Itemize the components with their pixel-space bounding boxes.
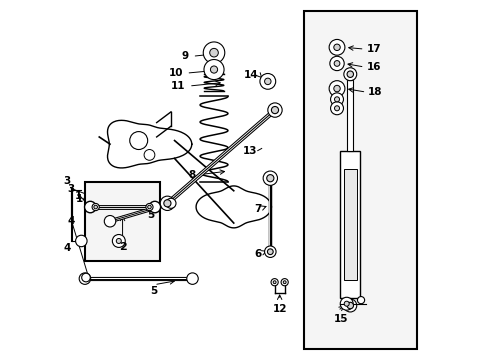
Circle shape <box>328 40 344 55</box>
Circle shape <box>209 48 218 57</box>
Circle shape <box>281 279 287 286</box>
Text: 10: 10 <box>168 68 183 78</box>
Circle shape <box>264 246 276 257</box>
Circle shape <box>330 93 343 106</box>
Text: 7: 7 <box>254 204 261 214</box>
Text: 18: 18 <box>367 87 382 97</box>
Circle shape <box>343 299 356 312</box>
Text: 1: 1 <box>75 191 82 201</box>
Text: 15: 15 <box>333 315 348 324</box>
Circle shape <box>329 56 344 71</box>
Circle shape <box>94 205 97 209</box>
Circle shape <box>112 234 125 247</box>
Circle shape <box>149 201 160 213</box>
Circle shape <box>165 198 176 208</box>
Text: 1: 1 <box>76 194 83 204</box>
Circle shape <box>186 273 198 284</box>
Circle shape <box>344 301 348 306</box>
Circle shape <box>333 60 339 66</box>
Text: 12: 12 <box>272 304 286 314</box>
Bar <box>303 12 416 348</box>
Circle shape <box>203 59 224 80</box>
Text: 5: 5 <box>150 286 158 296</box>
Bar <box>340 151 360 298</box>
Circle shape <box>84 201 96 213</box>
Text: 17: 17 <box>366 44 380 54</box>
Text: 3: 3 <box>63 176 71 186</box>
Circle shape <box>145 203 153 211</box>
Circle shape <box>346 302 353 309</box>
Text: 6: 6 <box>254 248 261 258</box>
Circle shape <box>263 171 277 185</box>
Circle shape <box>260 73 275 89</box>
Circle shape <box>116 238 121 243</box>
Circle shape <box>266 175 273 182</box>
Circle shape <box>79 273 90 284</box>
Text: 9: 9 <box>182 51 188 61</box>
Circle shape <box>104 216 116 227</box>
Circle shape <box>144 149 155 160</box>
Circle shape <box>160 196 174 211</box>
Circle shape <box>334 106 339 111</box>
Bar <box>85 182 160 261</box>
Circle shape <box>343 68 356 81</box>
Bar <box>346 80 352 151</box>
Circle shape <box>267 249 273 255</box>
Text: 8: 8 <box>188 170 196 180</box>
Circle shape <box>271 107 278 114</box>
Text: 14: 14 <box>244 70 258 80</box>
Circle shape <box>264 78 270 85</box>
Circle shape <box>273 281 276 284</box>
Circle shape <box>334 97 339 102</box>
Circle shape <box>346 71 353 77</box>
Circle shape <box>203 42 224 63</box>
Text: 11: 11 <box>170 81 185 91</box>
Circle shape <box>270 279 278 286</box>
Text: 4: 4 <box>63 243 71 253</box>
Circle shape <box>330 102 343 115</box>
Text: 5: 5 <box>146 210 154 220</box>
Circle shape <box>333 85 340 92</box>
Text: 13: 13 <box>242 145 257 156</box>
Circle shape <box>129 132 147 149</box>
Circle shape <box>283 281 285 284</box>
Circle shape <box>328 81 344 96</box>
Circle shape <box>267 103 282 117</box>
Circle shape <box>163 200 171 207</box>
Text: 4: 4 <box>67 216 75 226</box>
Text: 16: 16 <box>366 62 380 72</box>
Circle shape <box>357 297 364 304</box>
Circle shape <box>81 273 90 282</box>
Bar <box>343 169 356 280</box>
Text: 2: 2 <box>119 242 126 252</box>
Circle shape <box>76 235 87 247</box>
Circle shape <box>333 44 340 50</box>
Circle shape <box>340 297 352 310</box>
Circle shape <box>147 205 151 209</box>
Circle shape <box>210 66 217 73</box>
Circle shape <box>92 203 99 211</box>
Text: 3: 3 <box>67 184 75 194</box>
